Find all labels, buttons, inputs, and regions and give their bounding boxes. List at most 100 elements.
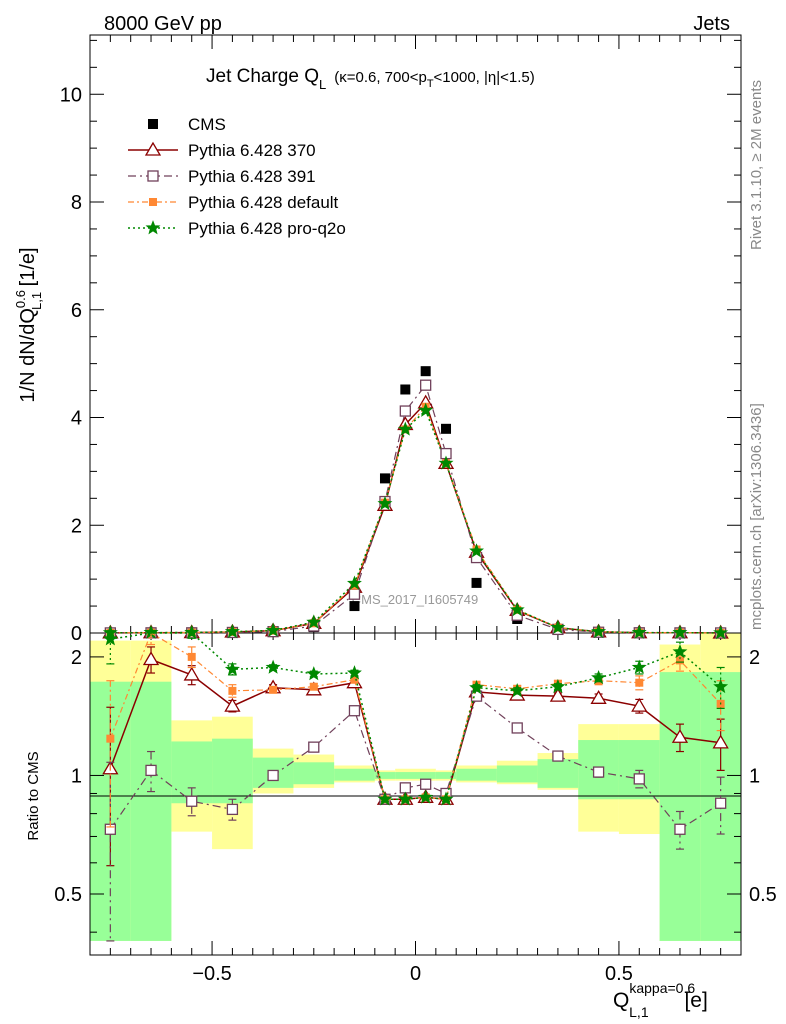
cms-marker xyxy=(379,473,390,484)
filled-square-marker xyxy=(350,675,359,684)
star-marker xyxy=(347,575,362,590)
open-square-marker xyxy=(420,379,432,391)
star-marker xyxy=(509,601,525,617)
band-inner-bin xyxy=(537,759,579,788)
filled-square-marker xyxy=(635,678,644,687)
star-marker xyxy=(631,659,647,674)
band-inner-bin xyxy=(293,762,335,785)
open-square-marker xyxy=(226,803,239,816)
star-marker xyxy=(713,678,729,694)
filled-square-marker xyxy=(309,682,318,691)
pq2o-ratio-line xyxy=(110,632,722,801)
star-marker xyxy=(509,682,525,698)
open-square-marker xyxy=(186,795,198,807)
x-tick-label: 0 xyxy=(410,963,421,985)
star-marker xyxy=(184,624,200,639)
open-square-marker xyxy=(267,769,279,782)
star-marker xyxy=(631,624,647,639)
cms-marker xyxy=(441,423,452,434)
star-marker xyxy=(672,643,688,659)
star-marker xyxy=(713,625,729,640)
triangle-marker xyxy=(144,141,162,156)
uncertainty-bands xyxy=(90,633,741,941)
y-tick-label: 8 xyxy=(71,192,82,214)
star-marker xyxy=(438,455,454,470)
cms-legend-label: CMS xyxy=(188,115,226,134)
cms-marker xyxy=(471,577,482,588)
rivet-version-label: Rivet 3.1.10, ≥ 2M events xyxy=(748,80,765,250)
triangle-marker xyxy=(590,690,607,704)
star-marker xyxy=(224,623,240,639)
band-inner-bin xyxy=(130,681,172,941)
star-marker xyxy=(347,665,362,680)
pq2o-legend-label: Pythia 6.428 pro-q2o xyxy=(188,219,346,238)
open-square-marker xyxy=(348,588,361,600)
open-square-marker xyxy=(145,764,157,777)
y-tick-label: 6 xyxy=(71,300,82,322)
triangle-marker xyxy=(631,697,648,712)
cms-marker xyxy=(349,601,360,612)
star-marker xyxy=(550,619,566,634)
star-marker xyxy=(377,495,393,511)
band-inner-bin xyxy=(496,765,538,783)
filled-square-marker xyxy=(187,652,196,661)
star-marker xyxy=(265,622,281,637)
ratio-series xyxy=(102,631,729,942)
y-tick-label: 2 xyxy=(71,515,82,537)
cms-marker xyxy=(400,384,411,395)
open-square-marker xyxy=(147,170,159,182)
filled-square-marker xyxy=(228,686,237,695)
open-square-marker xyxy=(633,773,645,785)
band-inner-bin xyxy=(618,740,660,800)
open-square-marker xyxy=(399,405,411,417)
p391-legend-label: Pythia 6.428 391 xyxy=(188,167,316,186)
star-marker xyxy=(102,631,118,646)
ratio-tick-label-right: 0.5 xyxy=(749,884,777,906)
energy-label: 8000 GeV pp xyxy=(104,13,222,35)
pdefault-ratio-line xyxy=(109,632,722,800)
p391-ratio-line xyxy=(109,695,722,831)
band-inner-bin xyxy=(374,772,396,779)
analysis-watermark: CMS_2017_I1605749 xyxy=(352,592,479,607)
star-marker xyxy=(469,679,484,695)
legend: CMS Pythia 6.428 370 Pythia 6.428 391 Pythi… xyxy=(128,115,346,238)
triangle-marker xyxy=(224,697,241,712)
x-axis-label: Qkappa=0.6 L,1 [e] xyxy=(613,980,708,1020)
triangle-marker xyxy=(549,687,567,702)
star-marker xyxy=(306,614,322,629)
filled-square-marker xyxy=(269,685,278,694)
star-marker xyxy=(438,791,454,806)
pq2o-main-line xyxy=(110,409,721,634)
triangle-marker xyxy=(142,651,160,666)
filled-square-marker xyxy=(675,656,684,665)
band-inner-bin xyxy=(659,672,701,941)
y-tick-label: 0 xyxy=(71,623,82,645)
x-tick-label: 0.5 xyxy=(605,963,633,985)
star-marker xyxy=(672,624,688,639)
star-marker xyxy=(224,661,240,676)
star-marker xyxy=(591,669,607,685)
open-square-marker xyxy=(552,750,564,762)
category-label: Jets xyxy=(693,13,730,35)
open-square-marker xyxy=(592,766,605,778)
y-axis-label: 1/N dN/dQ0.6L,1 [1/e] xyxy=(13,247,44,402)
open-square-marker xyxy=(308,741,320,753)
open-square-marker xyxy=(511,722,523,734)
open-square-marker xyxy=(715,797,727,809)
triangle-marker xyxy=(671,728,689,743)
star-marker xyxy=(591,623,607,639)
star-marker xyxy=(397,791,413,806)
pdefault-legend-label: Pythia 6.428 default xyxy=(188,193,339,212)
ratio-tick-label-right: 2 xyxy=(749,647,760,669)
ratio-tick-label: 0.5 xyxy=(54,884,82,906)
open-square-marker xyxy=(348,705,361,717)
ratio-tick-label: 2 xyxy=(71,647,82,669)
triangle-marker xyxy=(183,666,200,681)
star-marker xyxy=(145,220,161,235)
triangle-marker xyxy=(712,734,729,749)
star-marker xyxy=(265,659,281,674)
axis-ticks xyxy=(89,35,742,955)
mcplots-reference-label: mcplots.cern.ch [arXiv:1306.3436] xyxy=(748,403,765,630)
open-square-marker xyxy=(674,823,686,835)
